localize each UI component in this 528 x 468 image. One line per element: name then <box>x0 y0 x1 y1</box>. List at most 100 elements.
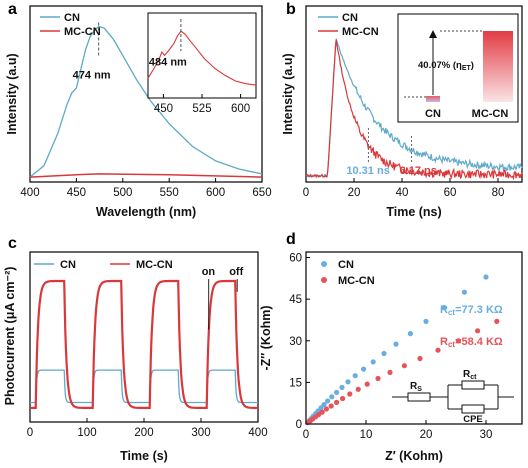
panel-b-letter: b <box>286 1 296 18</box>
inset-x-ticks: 450 525 600 <box>154 94 250 115</box>
circuit-cpe-label: CPE <box>463 414 483 425</box>
panel-d-letter: d <box>286 231 296 248</box>
series-cn-line <box>29 25 263 178</box>
scatter-point-mccn <box>387 369 393 375</box>
scatter-point-mccn <box>340 395 346 402</box>
x-axis-label: Time (ns) <box>386 205 441 219</box>
scatter-point-cn <box>407 331 413 337</box>
scatter-point-cn <box>483 274 489 280</box>
y-tick-label: 0 <box>296 419 302 431</box>
x-ticks: 0 100 200 300 400 <box>27 418 268 439</box>
x-axis-label: Time (s) <box>120 449 168 463</box>
inset-efficiency-label: 40.07% (ηET) <box>418 60 474 72</box>
legend-cn-label: CN <box>338 259 354 271</box>
lifetime-mccn-label: 6.17 ns <box>400 165 437 177</box>
x-axis-label: Wavelength (nm) <box>96 205 196 219</box>
scatter-point-mccn <box>328 403 334 409</box>
scatter-point-mccn <box>355 386 361 392</box>
circuit-rs-label: RS <box>410 381 422 393</box>
x-tick-label: 80 <box>492 187 505 199</box>
legend-cn-label: CN <box>342 12 358 24</box>
x-tick-label: 30 <box>480 429 493 441</box>
legend-mccn-label: MC-CN <box>136 259 173 271</box>
scatter-point-cn <box>325 398 331 404</box>
y-axis-label: -Z′′ (Kohm) <box>259 305 273 370</box>
x-tick-label: 10 <box>360 429 373 441</box>
inset-bar-mccn <box>483 31 513 102</box>
x-tick-label: 0 <box>27 427 33 439</box>
x-tick-label: 40 <box>396 187 409 199</box>
x-tick-label: 200 <box>134 427 153 439</box>
scatter-point-cn <box>339 384 345 390</box>
equivalent-circuit <box>392 380 514 414</box>
series-mccn-photocurrent <box>30 279 258 409</box>
legend-mccn-marker <box>321 277 327 283</box>
x-tick-label: 100 <box>77 427 96 439</box>
lifetime-cn-label: 10.31 ns <box>346 165 389 177</box>
scatter-point-cn <box>321 402 327 408</box>
x-ticks: 0 10 20 30 <box>303 420 493 441</box>
y-axis-label: Intensity (a.u) <box>281 53 295 134</box>
scatter-point-cn <box>461 289 467 295</box>
scatter-point-cn <box>423 318 429 324</box>
panel-c: c CN MC-CN on off 0 100 200 300 400 Time (s)… <box>3 235 268 463</box>
scatter-point-cn <box>318 405 324 411</box>
x-tick-label: 400 <box>248 427 267 439</box>
light-on-label: on <box>202 266 216 278</box>
x-tick-label: 525 <box>192 103 211 115</box>
legend-cn-label: CN <box>64 12 80 24</box>
scatter-point-cn <box>352 373 358 379</box>
scatter-point-cn <box>393 341 399 347</box>
scatter-point-mccn <box>375 375 381 382</box>
inset-bar-mccn-label: MC-CN <box>472 108 509 120</box>
x-tick-label: 600 <box>231 103 250 115</box>
scatter-point-mccn <box>347 391 353 397</box>
scatter-point-cn <box>329 394 335 400</box>
legend-cn-marker <box>321 261 327 267</box>
x-axis-label: Z′ (Kohm) <box>385 449 443 463</box>
y-tick-label: 60 <box>289 253 302 265</box>
scatter-point-mccn <box>323 406 329 412</box>
scatter-point-mccn <box>334 399 340 405</box>
panel-b-frame <box>305 5 523 183</box>
panel-c-frame <box>29 251 259 423</box>
panel-a: a 474 nm CN MC-CN 484 nm 450 525 600 400 45… <box>5 1 272 219</box>
scatter-point-cn <box>381 350 387 357</box>
inset-mccn-line <box>147 30 257 86</box>
x-tick-label: 20 <box>420 429 433 441</box>
x-tick-label: 500 <box>113 187 132 199</box>
x-tick-label: 600 <box>206 187 225 199</box>
peak-label: 474 nm <box>73 69 111 81</box>
scatter-point-mccn <box>475 328 481 334</box>
rct-cn-label: Rct=77.3 KΩ <box>440 304 503 317</box>
x-tick-label: 60 <box>444 187 457 199</box>
y-tick-label: 30 <box>289 336 302 348</box>
legend-cn-label: CN <box>60 259 76 271</box>
legend-mccn-label: MC-CN <box>342 26 379 38</box>
x-tick-label: 450 <box>67 187 86 199</box>
legend-mccn-label: MC-CN <box>338 275 375 287</box>
x-tick-label: 20 <box>348 187 361 199</box>
panel-a-letter: a <box>8 1 17 18</box>
x-ticks: 400 450 500 550 600 650 <box>20 178 272 199</box>
x-tick-label: 550 <box>160 187 179 199</box>
inset-bar-cn-label: CN <box>425 108 441 120</box>
light-off-label: off <box>229 266 243 278</box>
inset-peak-label: 484 nm <box>149 56 187 68</box>
y-tick-label: 15 <box>289 377 302 389</box>
series-mccn-decay <box>305 39 523 181</box>
x-tick-label: 450 <box>154 103 173 115</box>
inset-bar-cn <box>426 96 440 102</box>
panel-b: b 10.31 ns 6.17 ns CN MC-CN 40. <box>281 1 523 219</box>
scatter-point-mccn <box>401 363 407 369</box>
circuit-rct-label: Rct <box>463 369 477 381</box>
scatter-points <box>305 274 500 426</box>
rct-mccn-label: Rct=58.4 KΩ <box>440 336 503 349</box>
scatter-point-cn <box>345 379 351 385</box>
scatter-point-cn <box>334 389 340 395</box>
scatter-point-mccn <box>455 338 461 344</box>
y-axis-label: Intensity (a.u) <box>5 53 19 134</box>
scatter-point-mccn <box>494 318 500 324</box>
x-tick-label: 0 <box>303 429 309 441</box>
